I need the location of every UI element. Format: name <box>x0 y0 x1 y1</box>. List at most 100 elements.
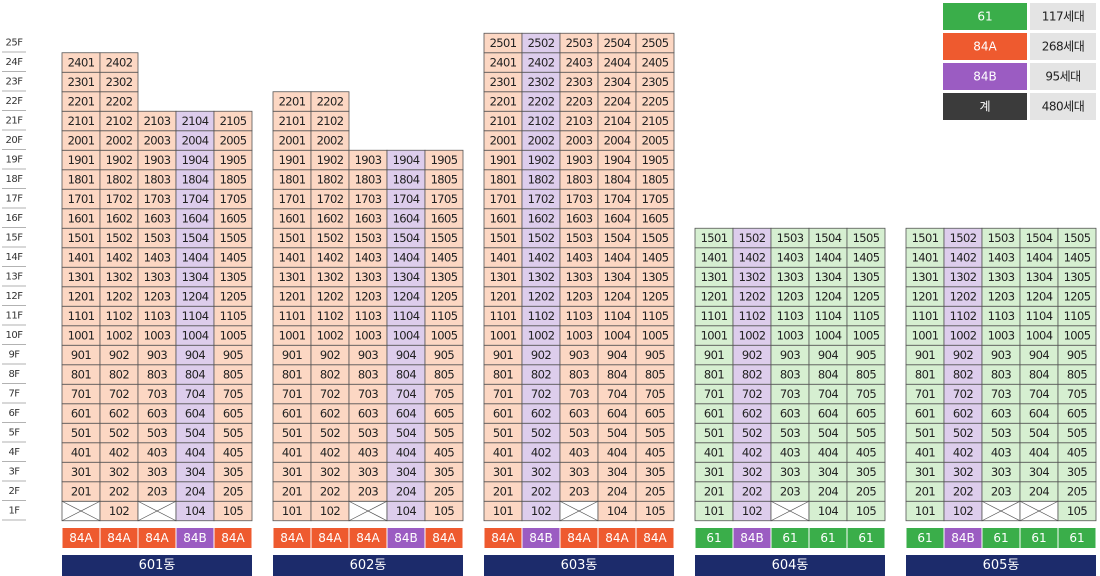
floor-label: 13F <box>6 272 24 283</box>
unit-number: 1104 <box>1026 309 1053 323</box>
unit-number: 901 <box>915 348 935 362</box>
unit-number: 1001 <box>701 329 728 343</box>
unit-number: 302 <box>742 465 762 479</box>
unit-number: 901 <box>282 348 302 362</box>
legend-label: 84B <box>973 70 997 84</box>
unit-number: 601 <box>915 407 935 421</box>
unit-number: 501 <box>282 426 302 440</box>
unit-number: 101 <box>915 504 935 518</box>
unit-number: 705 <box>434 387 454 401</box>
unit-number: 1402 <box>950 251 977 265</box>
unit-number: 1505 <box>853 231 880 245</box>
unit-number: 1204 <box>815 290 842 304</box>
unit-number: 404 <box>1029 446 1049 460</box>
floor-label: 2F <box>8 486 20 497</box>
building-name: 602동 <box>350 558 387 573</box>
unit-number: 401 <box>282 446 302 460</box>
unit-number: 1201 <box>68 290 95 304</box>
unit-number: 1504 <box>1026 231 1053 245</box>
unit-number: 601 <box>493 407 513 421</box>
unit-number: 2203 <box>566 95 593 109</box>
type-box <box>982 528 1020 548</box>
unit-number: 1403 <box>566 251 593 265</box>
unit-number: 1505 <box>642 231 669 245</box>
unit-number: 1905 <box>642 153 669 167</box>
unit-cell <box>1057 227 1097 249</box>
unit-number: 201 <box>71 485 91 499</box>
unit-number: 2102 <box>528 114 555 128</box>
unit-number: 605 <box>1067 407 1087 421</box>
unit-number: 405 <box>1067 446 1087 460</box>
unit-number: 504 <box>818 426 838 440</box>
unit-number: 1503 <box>566 231 593 245</box>
unit-number: 1404 <box>393 251 420 265</box>
type-label: 61 <box>782 531 797 545</box>
unit-number: 301 <box>915 465 935 479</box>
building-name: 604동 <box>772 558 809 573</box>
unit-number: 2201 <box>68 95 95 109</box>
unit-number: 1201 <box>279 290 306 304</box>
unit-number: 102 <box>742 504 762 518</box>
floor-label: 23F <box>6 77 24 88</box>
unit-number: 1602 <box>528 212 555 226</box>
unit-number: 201 <box>915 485 935 499</box>
unit-number: 503 <box>358 426 378 440</box>
legend-color <box>943 93 1027 120</box>
unit-number: 1203 <box>988 290 1015 304</box>
floor-label: 10F <box>6 330 24 341</box>
unit-number: 603 <box>991 407 1011 421</box>
unit-number: 801 <box>493 368 513 382</box>
floor-label: 8F <box>8 369 20 380</box>
floor-label: 1F <box>8 506 20 517</box>
unit-number: 604 <box>1029 407 1049 421</box>
unit-number: 603 <box>147 407 167 421</box>
unit-number: 1801 <box>490 173 517 187</box>
unit-number: 1901 <box>68 153 95 167</box>
unit-number: 1005 <box>220 329 247 343</box>
unit-number: 601 <box>704 407 724 421</box>
unit-number: 203 <box>991 485 1011 499</box>
type-box <box>733 528 771 548</box>
unit-number: 2501 <box>490 36 517 50</box>
unit-number: 1302 <box>317 270 344 284</box>
unit-number: 1102 <box>317 309 344 323</box>
type-label: 61 <box>993 531 1008 545</box>
unit-number: 801 <box>282 368 302 382</box>
unit-number: 1904 <box>182 153 209 167</box>
unit-number: 405 <box>856 446 876 460</box>
floor-label: 4F <box>8 447 20 458</box>
unit-number: 1303 <box>355 270 382 284</box>
unit-number: 902 <box>953 348 973 362</box>
unit-number: 1405 <box>220 251 247 265</box>
unit-number: 905 <box>434 348 454 362</box>
unit-number: 1002 <box>317 329 344 343</box>
unit-number: 202 <box>531 485 551 499</box>
unit-number: 1101 <box>68 309 95 323</box>
floor-label: 7F <box>8 389 20 400</box>
unit-number: 2104 <box>604 114 631 128</box>
unit-number: 1504 <box>393 231 420 245</box>
type-box <box>311 528 349 548</box>
unit-number: 1705 <box>431 192 458 206</box>
unit-number: 1205 <box>431 290 458 304</box>
legend-label: 84A <box>973 40 997 54</box>
unit-number: 1304 <box>1026 270 1053 284</box>
type-label: 84A <box>221 531 245 545</box>
unit-number: 403 <box>358 446 378 460</box>
unit-number: 101 <box>704 504 724 518</box>
unit-number: 1901 <box>490 153 517 167</box>
unit-number: 601 <box>71 407 91 421</box>
unit-number: 1802 <box>528 173 555 187</box>
unit-number: 405 <box>645 446 665 460</box>
unit-number: 1301 <box>912 270 939 284</box>
unit-number: 501 <box>493 426 513 440</box>
building-name: 603동 <box>561 558 598 573</box>
unit-number: 301 <box>71 465 91 479</box>
unit-number: 1301 <box>68 270 95 284</box>
unit-number: 1304 <box>604 270 631 284</box>
unit-number: 1501 <box>701 231 728 245</box>
cross <box>770 500 810 522</box>
unit-number: 304 <box>396 465 416 479</box>
unit-number: 1301 <box>490 270 517 284</box>
unit-number: 902 <box>742 348 762 362</box>
